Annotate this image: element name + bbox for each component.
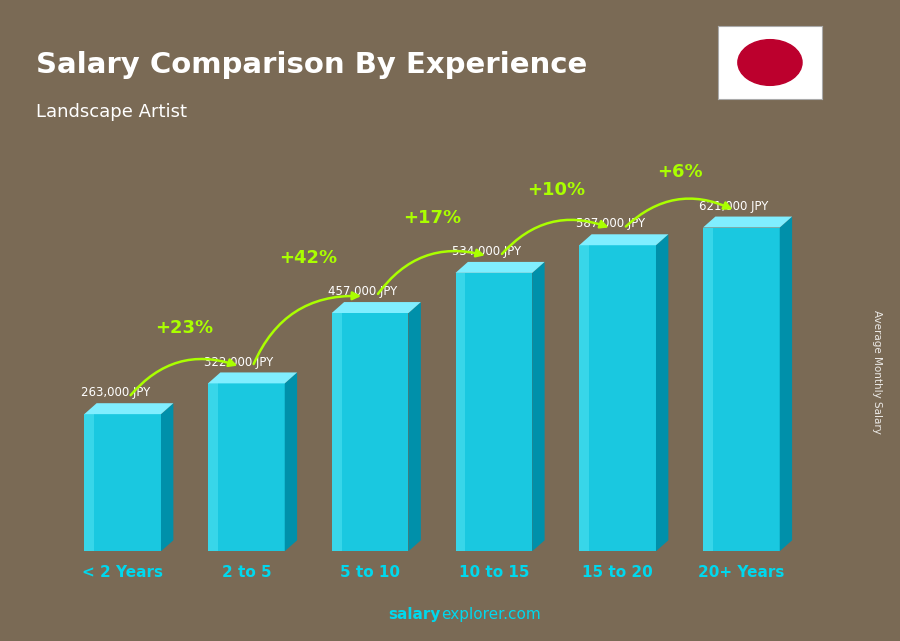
Polygon shape [409, 302, 421, 551]
Polygon shape [332, 313, 342, 551]
Circle shape [738, 40, 802, 85]
Polygon shape [779, 217, 792, 551]
Polygon shape [580, 246, 656, 551]
Polygon shape [284, 372, 297, 551]
Polygon shape [332, 313, 409, 551]
Polygon shape [703, 228, 779, 551]
Text: 322,000 JPY: 322,000 JPY [204, 356, 274, 369]
Text: 534,000 JPY: 534,000 JPY [452, 245, 521, 258]
Polygon shape [703, 228, 713, 551]
Text: explorer.com: explorer.com [441, 607, 541, 622]
Polygon shape [532, 262, 544, 551]
Polygon shape [580, 234, 669, 246]
Polygon shape [208, 383, 284, 551]
Polygon shape [85, 403, 174, 414]
Text: +23%: +23% [156, 319, 213, 337]
Text: +17%: +17% [403, 209, 461, 227]
Text: salary: salary [389, 607, 441, 622]
Polygon shape [85, 414, 94, 551]
Polygon shape [85, 414, 161, 551]
Polygon shape [455, 262, 544, 273]
Text: 621,000 JPY: 621,000 JPY [699, 199, 769, 213]
Polygon shape [208, 372, 297, 383]
Polygon shape [455, 273, 532, 551]
Text: Landscape Artist: Landscape Artist [36, 103, 187, 121]
Text: 587,000 JPY: 587,000 JPY [576, 217, 644, 230]
Polygon shape [703, 217, 792, 228]
Text: Salary Comparison By Experience: Salary Comparison By Experience [36, 51, 587, 79]
Polygon shape [455, 273, 465, 551]
Text: +10%: +10% [526, 181, 585, 199]
Text: 263,000 JPY: 263,000 JPY [81, 387, 149, 399]
Polygon shape [161, 403, 174, 551]
Text: 457,000 JPY: 457,000 JPY [328, 285, 397, 298]
Text: +42%: +42% [279, 249, 338, 267]
Text: +6%: +6% [657, 163, 702, 181]
Polygon shape [208, 383, 218, 551]
Polygon shape [332, 302, 421, 313]
Polygon shape [580, 246, 590, 551]
Polygon shape [656, 234, 669, 551]
Text: Average Monthly Salary: Average Monthly Salary [872, 310, 883, 434]
